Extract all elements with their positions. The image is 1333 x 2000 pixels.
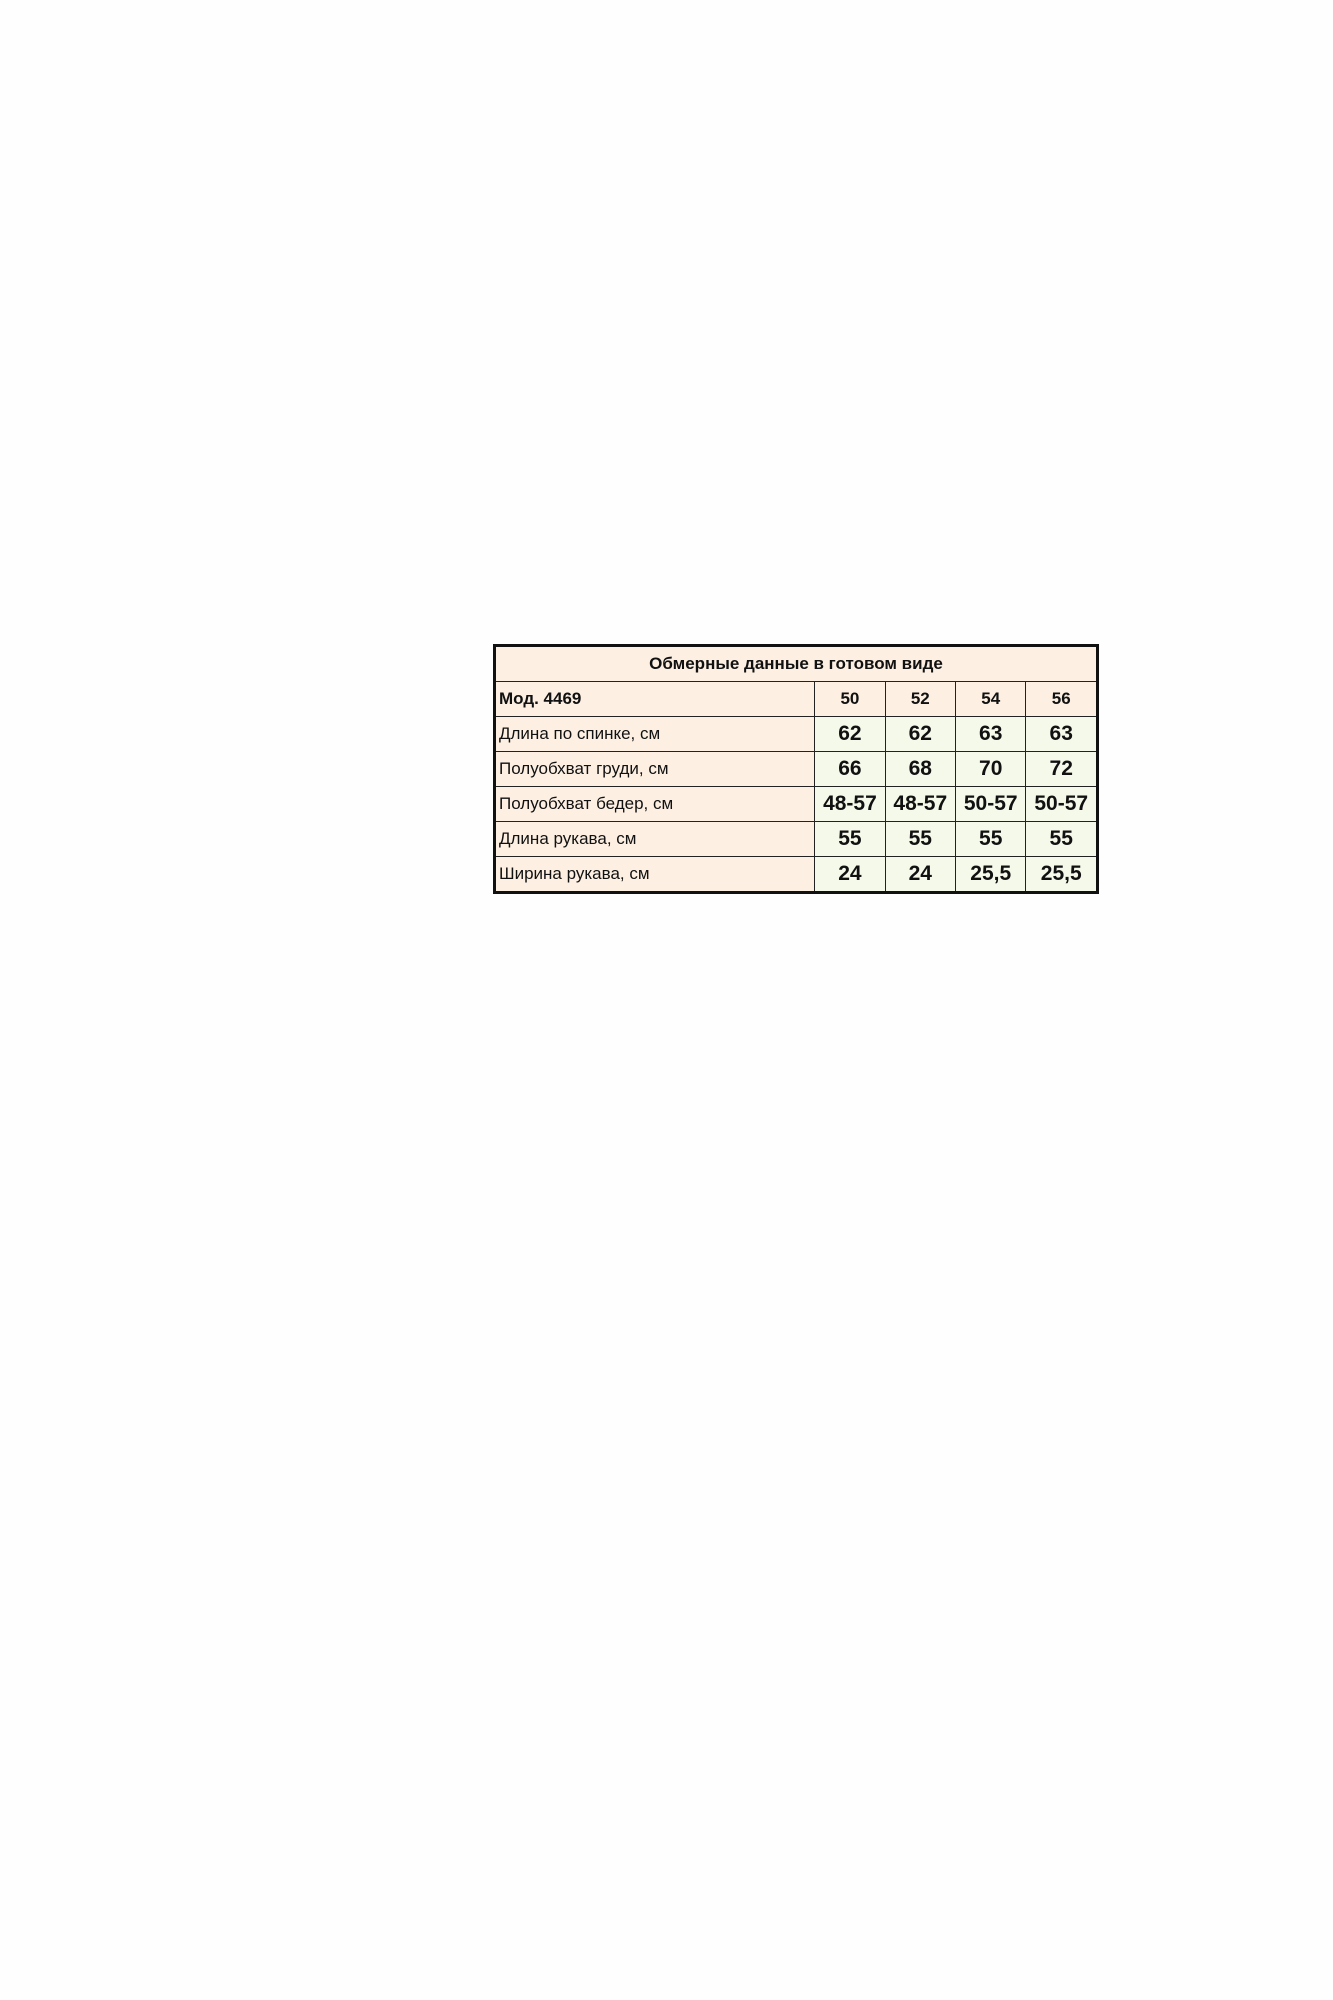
cell-value: 55 <box>814 821 886 857</box>
row-label: Длина рукава, см <box>493 821 816 857</box>
cell-value: 55 <box>884 821 956 857</box>
size-header: 50 <box>814 681 886 717</box>
cell-value: 48-57 <box>884 786 956 822</box>
cell-value: 62 <box>884 716 956 752</box>
model-label: Мод. 4469 <box>493 681 816 717</box>
header-row: Мод. 4469 50 52 54 56 <box>493 681 1098 717</box>
size-header: 54 <box>954 681 1027 717</box>
cell-value: 63 <box>1025 716 1098 752</box>
cell-value: 50-57 <box>954 786 1027 822</box>
cell-value: 50-57 <box>1025 786 1098 822</box>
cell-value: 55 <box>1025 821 1098 857</box>
cell-value: 63 <box>954 716 1027 752</box>
cell-value: 24 <box>884 856 956 893</box>
title-row: Обмерные данные в готовом виде <box>494 645 1098 682</box>
measurements-table: Обмерные данные в готовом виде Мод. 4469… <box>493 644 1099 894</box>
table-title: Обмерные данные в готовом виде <box>494 645 1098 682</box>
cell-value: 24 <box>814 856 886 893</box>
table-row: Полуобхват бедер, см 48-57 48-57 50-57 5… <box>493 786 1098 822</box>
table-row: Длина рукава, см 55 55 55 55 <box>493 821 1098 857</box>
cell-value: 66 <box>814 751 886 787</box>
size-header: 52 <box>884 681 956 717</box>
cell-value: 25,5 <box>1025 856 1098 893</box>
size-header: 56 <box>1025 681 1098 717</box>
table-row: Ширина рукава, см 24 24 25,5 25,5 <box>493 856 1098 893</box>
row-label: Полуобхват бедер, см <box>493 786 816 822</box>
cell-value: 68 <box>884 751 956 787</box>
row-label: Полуобхват груди, см <box>493 751 816 787</box>
cell-value: 48-57 <box>814 786 886 822</box>
cell-value: 55 <box>954 821 1027 857</box>
row-label: Ширина рукава, см <box>493 856 816 893</box>
cell-value: 25,5 <box>954 856 1027 893</box>
cell-value: 72 <box>1025 751 1098 787</box>
cell-value: 62 <box>814 716 886 752</box>
table-row: Полуобхват груди, см 66 68 70 72 <box>493 751 1098 787</box>
table-row: Длина по спинке, см 62 62 63 63 <box>493 716 1098 752</box>
row-label: Длина по спинке, см <box>493 716 816 752</box>
cell-value: 70 <box>954 751 1027 787</box>
